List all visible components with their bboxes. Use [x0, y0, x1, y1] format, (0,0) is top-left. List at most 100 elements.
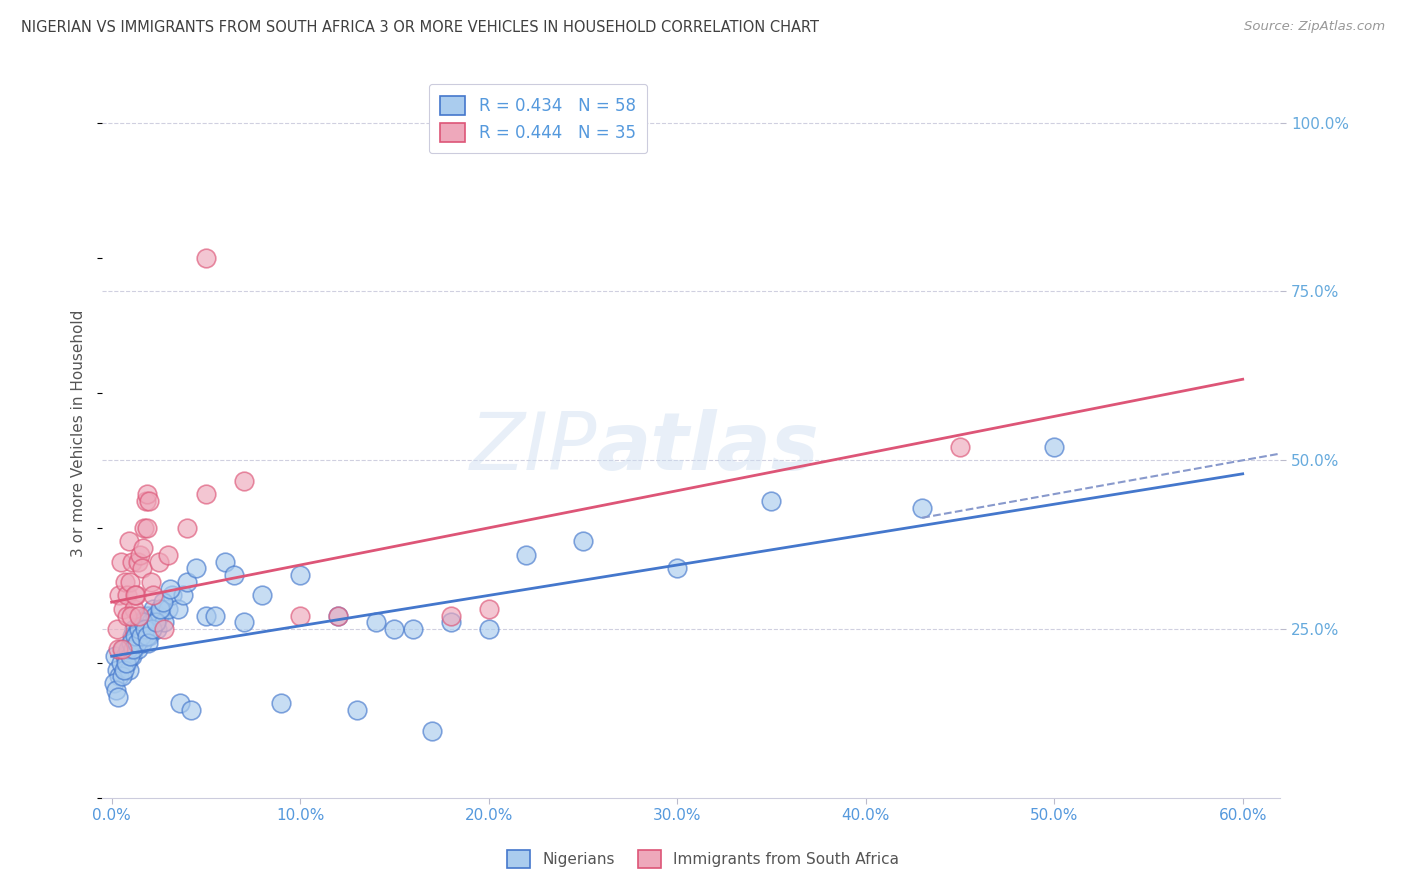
Point — [129, 629, 152, 643]
Point — [127, 636, 149, 650]
Point — [115, 589, 138, 603]
Point — [129, 548, 152, 562]
Point — [346, 703, 368, 717]
Point — [326, 608, 349, 623]
Point — [115, 656, 138, 670]
Point — [127, 642, 149, 657]
Point — [288, 608, 311, 623]
Point — [125, 636, 148, 650]
Point — [112, 663, 135, 677]
Point — [146, 622, 169, 636]
Point — [148, 608, 170, 623]
Point — [157, 602, 180, 616]
Y-axis label: 3 or more Vehicles in Household: 3 or more Vehicles in Household — [72, 310, 86, 557]
Point — [232, 615, 254, 630]
Point — [127, 555, 149, 569]
Point — [194, 251, 217, 265]
Point — [141, 615, 163, 630]
Point — [204, 608, 226, 623]
Point — [159, 582, 181, 596]
Point — [141, 622, 163, 636]
Point — [364, 615, 387, 630]
Point — [114, 649, 136, 664]
Point — [124, 589, 146, 603]
Point — [194, 487, 217, 501]
Point — [122, 642, 145, 657]
Point — [136, 615, 159, 630]
Point — [125, 629, 148, 643]
Point — [180, 703, 202, 717]
Point — [111, 669, 134, 683]
Point — [515, 548, 537, 562]
Point — [107, 642, 129, 657]
Point — [326, 608, 349, 623]
Point — [142, 602, 165, 616]
Point — [132, 521, 155, 535]
Point — [118, 649, 141, 664]
Point — [176, 574, 198, 589]
Point — [142, 589, 165, 603]
Point — [132, 541, 155, 555]
Point — [135, 493, 157, 508]
Point — [115, 608, 138, 623]
Legend: R = 0.434   N = 58, R = 0.444   N = 35: R = 0.434 N = 58, R = 0.444 N = 35 — [429, 84, 648, 153]
Text: Source: ZipAtlas.com: Source: ZipAtlas.com — [1244, 20, 1385, 33]
Point — [111, 602, 134, 616]
Point — [224, 568, 246, 582]
Point — [107, 690, 129, 704]
Point — [135, 629, 157, 643]
Point — [108, 589, 131, 603]
Point — [949, 440, 972, 454]
Point — [110, 656, 132, 670]
Point — [108, 669, 131, 683]
Point — [132, 629, 155, 643]
Point — [478, 602, 501, 616]
Point — [114, 574, 136, 589]
Point — [194, 608, 217, 623]
Point — [111, 642, 134, 657]
Point — [120, 608, 142, 623]
Point — [117, 534, 139, 549]
Point — [134, 622, 156, 636]
Point — [420, 723, 443, 738]
Point — [124, 629, 146, 643]
Point — [138, 608, 160, 623]
Point — [105, 683, 128, 698]
Point — [121, 555, 143, 569]
Point — [911, 500, 934, 515]
Point — [214, 555, 236, 569]
Point — [270, 697, 292, 711]
Point — [152, 595, 174, 609]
Point — [402, 622, 425, 636]
Point — [153, 622, 176, 636]
Point — [121, 629, 143, 643]
Point — [160, 589, 183, 603]
Point — [117, 642, 139, 657]
Point — [127, 622, 149, 636]
Point — [104, 649, 127, 664]
Point — [132, 615, 155, 630]
Point — [110, 555, 132, 569]
Point — [169, 697, 191, 711]
Point — [135, 608, 157, 623]
Point — [172, 589, 194, 603]
Point — [135, 521, 157, 535]
Point — [132, 615, 155, 630]
Point — [103, 676, 125, 690]
Legend: Nigerians, Immigrants from South Africa: Nigerians, Immigrants from South Africa — [499, 843, 907, 875]
Point — [153, 615, 176, 630]
Point — [117, 663, 139, 677]
Point — [138, 629, 160, 643]
Point — [666, 561, 689, 575]
Point — [122, 622, 145, 636]
Point — [440, 615, 463, 630]
Point — [114, 656, 136, 670]
Point — [252, 589, 274, 603]
Point — [120, 574, 142, 589]
Point — [120, 642, 142, 657]
Point — [141, 574, 163, 589]
Point — [131, 561, 153, 575]
Point — [129, 615, 152, 630]
Point — [105, 622, 128, 636]
Text: atlas: atlas — [598, 409, 820, 487]
